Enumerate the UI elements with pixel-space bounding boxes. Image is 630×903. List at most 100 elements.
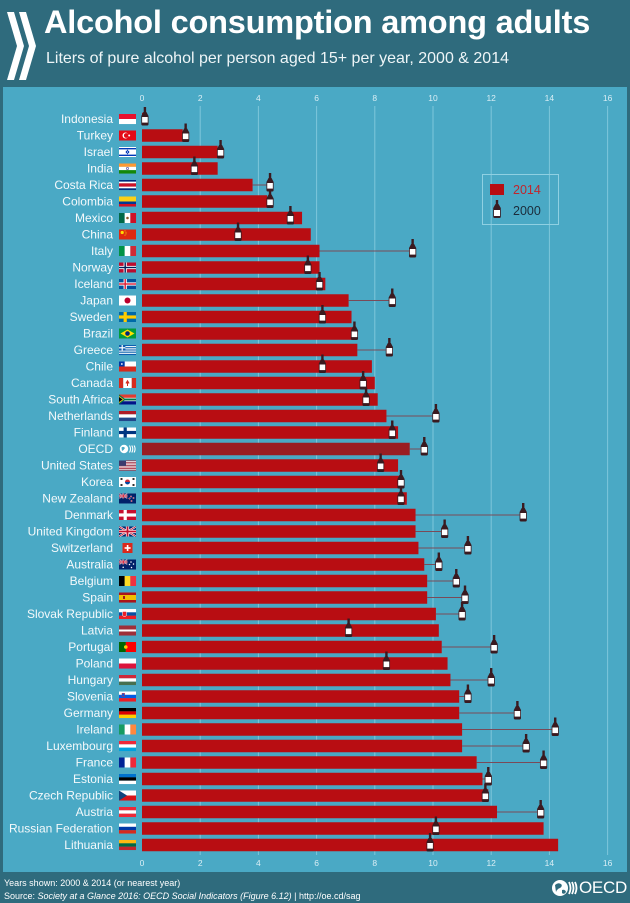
row-costa-rica: Costa Rica — [54, 173, 274, 192]
x-tick-label-top: 14 — [545, 93, 555, 103]
flag-korea-icon — [119, 477, 136, 487]
bar-2014 — [142, 657, 448, 670]
flag-indonesia-icon — [119, 114, 136, 125]
country-label: Japan — [80, 294, 113, 308]
chart-subtitle: Liters of pure alcohol per person aged 1… — [46, 50, 509, 67]
bottle-marker-icon — [216, 140, 225, 159]
country-label: Greece — [74, 343, 114, 357]
source-link[interactable]: | http://oe.cd/sag — [291, 891, 361, 901]
chevron-right-shape — [19, 12, 36, 80]
bar-2014 — [142, 211, 303, 225]
row-spain: Spain — [82, 585, 469, 605]
row-brazil: Brazil — [83, 321, 359, 341]
flag-spain-icon — [119, 592, 136, 603]
oecd-globe-icon — [552, 880, 578, 896]
row-sweden: Sweden — [70, 305, 352, 324]
x-tick-label-bottom: 2 — [198, 858, 203, 868]
bar-2014 — [142, 228, 311, 241]
bottle-marker-icon — [487, 668, 495, 687]
row-australia: Australia — [66, 552, 443, 572]
country-label: South Africa — [48, 393, 113, 407]
chart-title: Alcohol consumption among adults — [44, 4, 591, 40]
bottle-marker-icon — [464, 684, 472, 703]
bottle-marker-icon — [409, 239, 417, 258]
row-israel: Israel — [84, 140, 225, 159]
bar-2014 — [142, 393, 378, 406]
bottle-marker-icon — [458, 602, 466, 621]
flag-germany-icon — [119, 708, 136, 719]
country-label: Turkey — [77, 129, 113, 143]
legend-item-2000: 2000 — [483, 200, 558, 222]
bottle-marker-icon — [318, 305, 327, 324]
country-label: Sweden — [70, 310, 113, 324]
bottle-marker-icon — [441, 519, 449, 538]
row-latvia: Latvia — [81, 618, 439, 638]
oecd-logo: OECD — [551, 876, 627, 900]
bar-2014 — [142, 607, 436, 621]
bottle-icon — [493, 200, 501, 218]
bar-2014 — [142, 492, 407, 505]
flag-india-icon — [119, 163, 136, 174]
source-note: Source: Society at a Glance 2016: OECD S… — [4, 891, 361, 901]
country-label: Italy — [91, 244, 113, 258]
bar-2014 — [142, 822, 544, 835]
row-estonia: Estonia — [73, 767, 492, 786]
row-portugal: Portugal — [68, 635, 498, 654]
bar-2014 — [142, 310, 352, 324]
flag-denmark-icon — [119, 510, 136, 520]
country-label: Denmark — [64, 508, 114, 522]
row-lithuania: Lithuania — [64, 833, 559, 852]
years-note: Years shown: 2000 & 2014 (or nearest yea… — [4, 878, 181, 888]
country-label: Spain — [82, 591, 113, 605]
x-tick-label-bottom: 10 — [428, 858, 438, 868]
bar-2014 — [142, 145, 218, 159]
flag-lithuania-icon — [119, 840, 136, 851]
flag-poland-icon — [119, 658, 136, 669]
row-switzerland: Switzerland — [51, 536, 472, 555]
country-label: OECD — [78, 442, 113, 456]
flag-switzerland-icon — [122, 543, 133, 553]
legend-label-2000: 2000 — [513, 204, 541, 218]
bottle-marker-icon — [464, 536, 472, 555]
row-china: China — [82, 222, 311, 242]
row-netherlands: Netherlands — [48, 404, 440, 423]
country-label: Canada — [71, 376, 113, 390]
legend-label-2014: 2014 — [513, 183, 541, 197]
row-germany: Germany — [64, 701, 521, 720]
bar-2014 — [142, 294, 349, 307]
row-united-kingdom: United Kingdom — [28, 519, 449, 539]
flag-austria-icon — [119, 807, 136, 818]
bar-2014 — [142, 327, 355, 340]
country-label: France — [76, 756, 114, 770]
row-united-states: United States — [41, 453, 399, 473]
bar-2014 — [142, 376, 375, 390]
bottle-marker-icon — [318, 354, 327, 373]
country-label: United Kingdom — [28, 525, 113, 539]
row-colombia: Colombia — [62, 189, 274, 209]
x-tick-label-top: 2 — [198, 93, 203, 103]
row-korea: Korea — [81, 470, 405, 489]
flag-united-states-icon — [119, 460, 136, 471]
country-label: United States — [41, 459, 113, 473]
bottle-marker-icon — [141, 107, 149, 126]
row-new-zealand: New Zealand — [42, 486, 407, 506]
bar-2014 — [142, 475, 401, 489]
bottle-marker-icon — [481, 783, 489, 802]
bar-2014 — [142, 673, 451, 687]
country-label: New Zealand — [42, 492, 113, 506]
row-india: India — [87, 156, 218, 176]
x-tick-label-bottom: 8 — [372, 858, 377, 868]
flag-slovenia-icon — [119, 691, 136, 702]
bar-2014 — [142, 162, 218, 175]
flag-mexico-icon — [119, 213, 137, 223]
row-canada: Canada — [71, 371, 375, 390]
bottle-marker-icon — [377, 453, 385, 472]
bottle-marker-icon — [426, 833, 434, 852]
x-tick-label-top: 0 — [140, 93, 145, 103]
flag-finland-icon — [119, 427, 136, 438]
row-south-africa: South Africa — [48, 387, 378, 407]
row-japan: Japan — [80, 288, 396, 308]
bottle-marker-icon — [266, 173, 274, 192]
bottle-marker-icon — [286, 206, 295, 225]
country-label: India — [87, 162, 113, 176]
